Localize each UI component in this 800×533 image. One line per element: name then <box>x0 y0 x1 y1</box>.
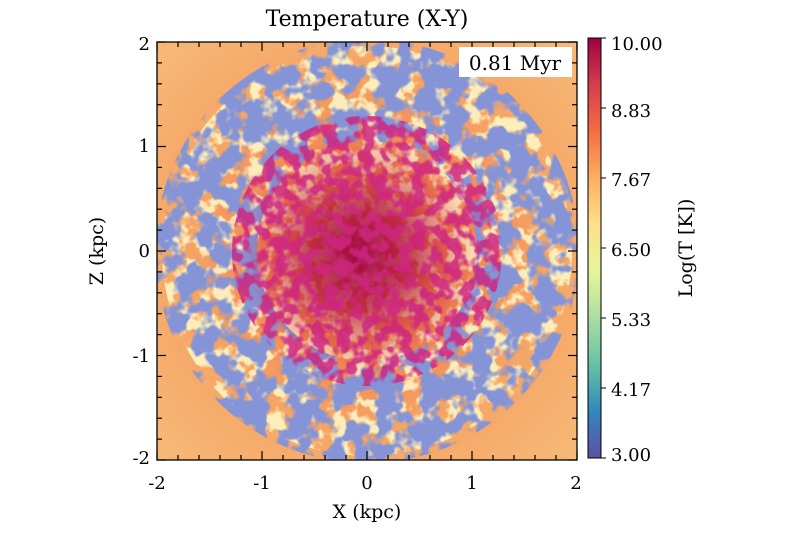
colorbar <box>588 38 601 458</box>
colorbar-tick-label: 8.83 <box>611 101 651 122</box>
x-tick-label: -2 <box>148 473 166 494</box>
y-tick-labels: 2 1 0 -1 -2 <box>132 34 150 469</box>
colorbar-tick-label: 4.17 <box>611 380 651 401</box>
colorbar-ticks <box>601 37 606 459</box>
colorbar-tick-label: 5.33 <box>611 310 651 331</box>
y-tick-label: -2 <box>132 448 150 469</box>
temperature-map <box>157 42 577 460</box>
y-axis-label: Z (kpc) <box>86 217 108 285</box>
colorbar-tick-label: 7.67 <box>611 170 651 191</box>
colorbar-tick-label: 6.50 <box>611 240 651 261</box>
colorbar-tick-label: 10.00 <box>611 34 663 55</box>
figure-title: Temperature (X-Y) <box>266 7 469 32</box>
x-axis-label: X (kpc) <box>333 501 402 523</box>
x-tick-label: 1 <box>466 473 477 494</box>
colorbar-label: Log(T [K]) <box>675 199 697 298</box>
y-tick-label: 2 <box>139 34 150 55</box>
x-tick-label: 2 <box>570 473 581 494</box>
x-tick-label: -1 <box>253 473 271 494</box>
time-label: 0.81 Myr <box>469 51 562 75</box>
colorbar-tick-labels: 10.00 8.83 7.67 6.50 5.33 4.17 3.00 <box>611 34 663 466</box>
x-tick-labels: -2 -1 0 1 2 <box>148 473 582 494</box>
axis-ticks <box>156 41 578 461</box>
colorbar-tick-label: 3.00 <box>611 445 651 466</box>
x-tick-label: 0 <box>361 473 372 494</box>
y-tick-label: 0 <box>139 241 150 262</box>
time-label-box <box>459 47 572 77</box>
y-tick-label: 1 <box>139 136 150 157</box>
y-tick-label: -1 <box>132 346 150 367</box>
